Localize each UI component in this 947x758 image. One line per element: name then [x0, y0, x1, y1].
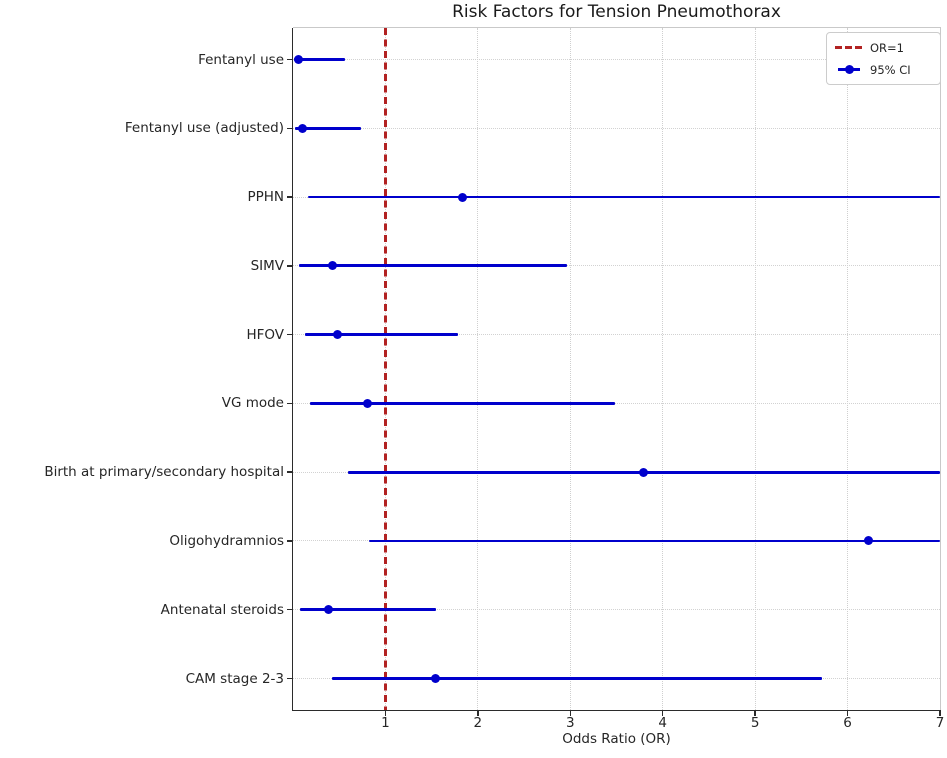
y-tick-mark [287, 677, 293, 680]
or-dot [457, 192, 467, 202]
v-gridline [569, 28, 571, 710]
y-tick-mark [287, 196, 293, 198]
y-tick-mark [287, 265, 293, 267]
red-dashed-line-icon [835, 46, 863, 49]
refline-or-1 [384, 28, 387, 710]
ci-line [293, 58, 345, 61]
chart-title: Risk Factors for Tension Pneumothorax [452, 2, 781, 22]
category-label: CAM stage 2-3 [185, 670, 284, 687]
or-dot [332, 330, 342, 340]
v-gridline [477, 28, 479, 710]
x-tick-mark [384, 711, 387, 717]
blue-ci-marker-icon [835, 65, 863, 74]
category-label: VG mode [221, 395, 284, 412]
or-dot [638, 467, 648, 477]
y-tick-mark [287, 471, 293, 473]
x-tick-label: 7 [935, 715, 945, 731]
legend-label-ci: 95% CI [870, 62, 911, 77]
x-tick-label: 4 [658, 715, 667, 731]
y-tick-mark [287, 609, 293, 611]
axis-spine-right [940, 28, 941, 710]
v-gridline [847, 28, 849, 710]
ci-line [300, 608, 437, 612]
ci-line [331, 677, 822, 680]
ci-line [309, 402, 615, 405]
category-label: PPHN [247, 189, 284, 206]
axis-spine-left [292, 28, 294, 711]
v-gridline [662, 28, 664, 710]
ci-line [298, 264, 567, 268]
x-tick-mark [846, 711, 849, 717]
axis-spine-top [293, 27, 941, 28]
x-tick-label: 5 [750, 715, 760, 731]
axis-spine-bottom [292, 710, 941, 712]
h-gridline [293, 402, 940, 404]
legend-item-refline: OR=1 [835, 39, 931, 56]
x-tick-label: 3 [565, 715, 575, 731]
x-tick-mark [939, 711, 941, 717]
legend-item-ci: 95% CI [835, 61, 931, 78]
h-gridline [293, 127, 940, 129]
or-dot [363, 398, 373, 408]
x-tick-mark [754, 711, 756, 717]
h-gridline [293, 265, 940, 267]
or-dot [294, 55, 304, 64]
category-label: Oligohydramnios [169, 532, 284, 549]
category-label: Birth at primary/secondary hospital [44, 464, 284, 481]
legend: OR=1 95% CI [826, 32, 941, 85]
or-dot [323, 605, 333, 615]
ci-line [294, 126, 362, 130]
or-dot [864, 536, 874, 546]
legend-label-refline: OR=1 [870, 40, 904, 55]
category-label: SIMV [250, 257, 284, 274]
category-label: Fentanyl use (adjusted) [124, 120, 284, 137]
or-dot [430, 674, 440, 683]
y-tick-mark [287, 127, 293, 129]
x-tick-label: 6 [843, 715, 852, 731]
x-tick-label: 1 [381, 715, 390, 731]
ci-line [307, 195, 940, 199]
category-label: Fentanyl use [198, 51, 284, 68]
y-tick-mark [287, 58, 293, 61]
ci-line [368, 539, 940, 543]
y-tick-mark [287, 402, 293, 405]
category-label: HFOV [246, 326, 284, 343]
or-dot [328, 261, 338, 271]
y-tick-mark [287, 333, 293, 336]
x-axis-label: Odds Ratio (OR) [562, 731, 671, 747]
h-gridline [293, 334, 940, 336]
category-label: Antenatal steroids [160, 601, 284, 618]
x-tick-mark [477, 711, 479, 717]
x-tick-label: 2 [473, 715, 483, 731]
y-tick-mark [287, 540, 293, 542]
ci-line [305, 333, 459, 336]
x-tick-mark [569, 711, 571, 717]
h-gridline [293, 609, 940, 611]
or-dot [297, 123, 307, 133]
h-gridline [293, 59, 940, 60]
x-tick-mark [662, 711, 664, 717]
v-gridline [754, 28, 756, 710]
